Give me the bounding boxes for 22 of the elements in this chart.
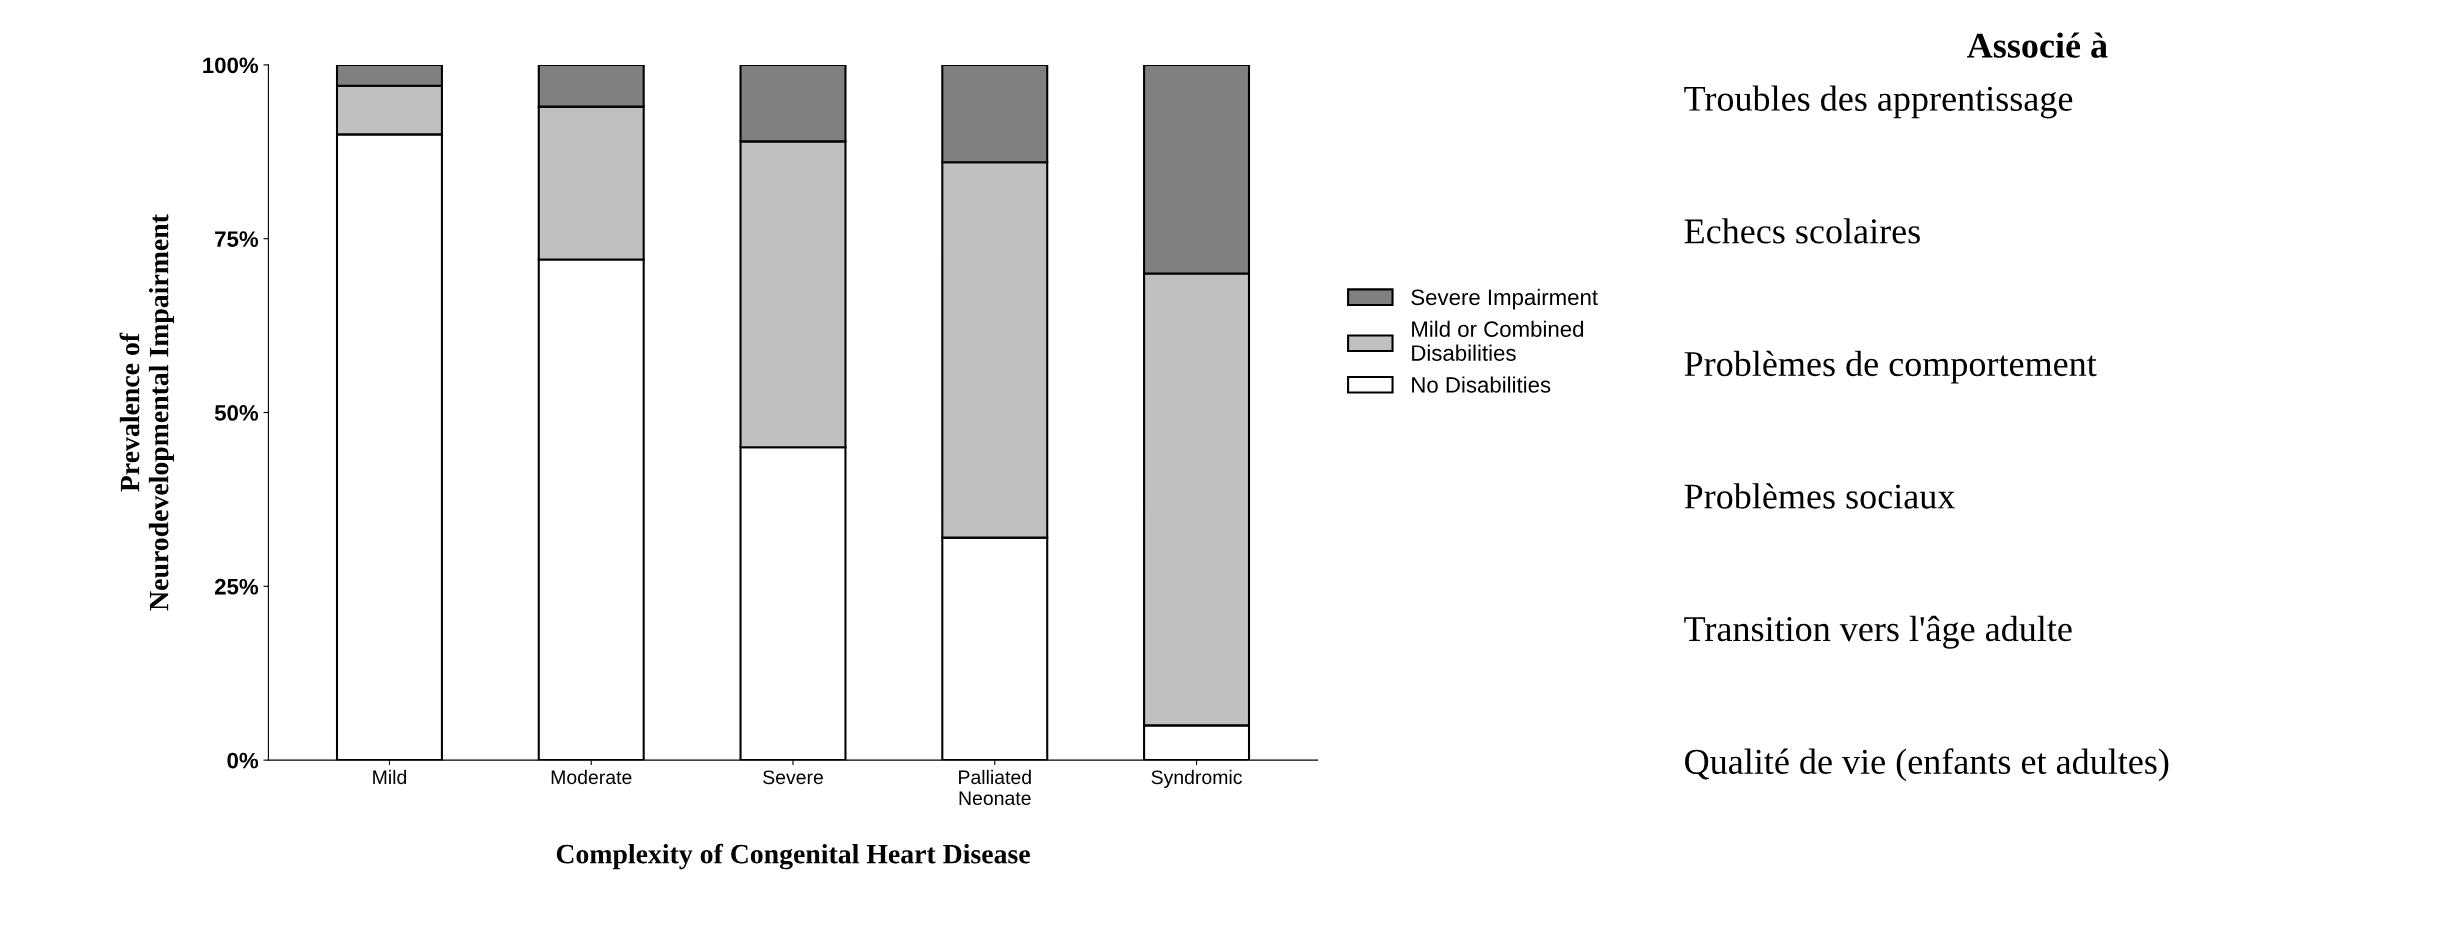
text: Problèmes de comportement xyxy=(1684,350,2097,384)
y-tick-label: 0% xyxy=(227,752,259,769)
legend-label: No Disabilities xyxy=(1412,376,1551,393)
legend-label: Severe Impairment xyxy=(1411,288,1598,310)
x-tick-label: Palliated Neonate xyxy=(959,769,1031,806)
text: Troubles des apprentissage xyxy=(1684,85,2073,119)
x-tick-label: Syndromic xyxy=(1151,769,1242,788)
text: Associé à xyxy=(1967,32,2108,58)
text: Echecs scolaires xyxy=(1684,218,1920,244)
x-tick-label: Severe xyxy=(763,770,823,785)
y-tick-label: 50% xyxy=(214,405,259,421)
text: Problèmes sociaux xyxy=(1684,483,1955,509)
x-axis-title: Complexity of Congenital Heart Disease xyxy=(556,843,1030,870)
y-tick-label: 75% xyxy=(215,231,259,247)
x-tick-label: Moderate xyxy=(551,769,632,785)
y-tick-label: 100% xyxy=(203,57,259,74)
y-axis-title: Prevalence of Neurodevelopmental Impairment xyxy=(119,214,175,611)
x-tick-label: Mild xyxy=(373,769,407,785)
y-tick-label: 25% xyxy=(214,578,259,595)
legend-label: Mild or Combined Disabilities xyxy=(1412,320,1584,361)
text: Transition vers l'âge adulte xyxy=(1684,615,2072,649)
text: Qualité de vie (enfants et adultes) xyxy=(1685,748,2169,782)
